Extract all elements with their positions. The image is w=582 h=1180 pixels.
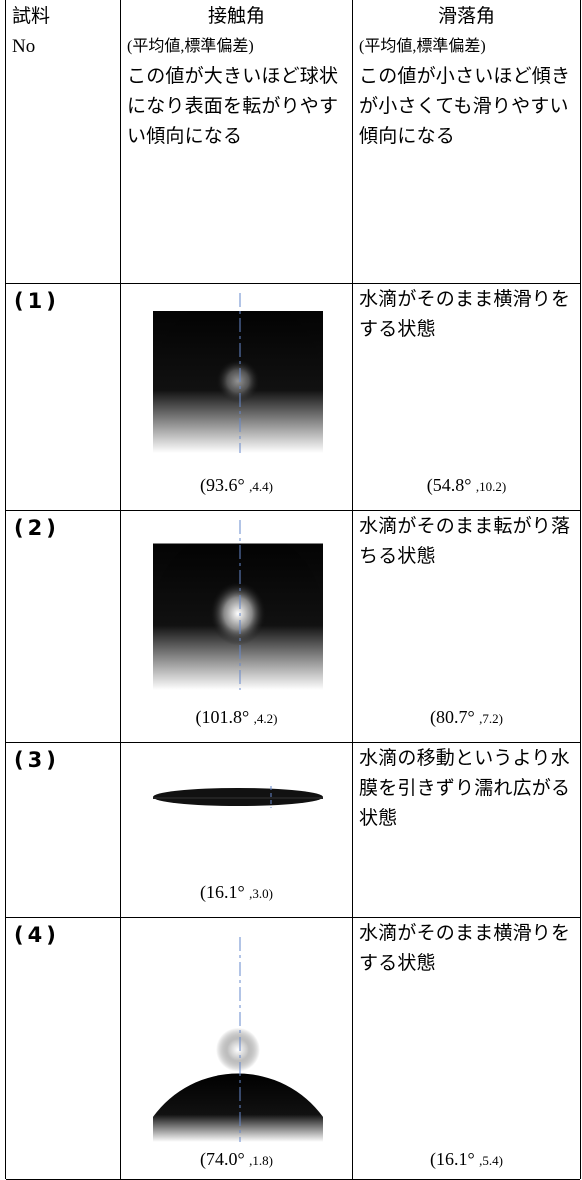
droplet-image	[153, 937, 323, 1142]
slide-desc: 水滴の移動というより水膜を引きずり濡れ広がる状態	[359, 748, 571, 829]
header-title: 滑落角	[437, 6, 495, 27]
header-desc: この値が小さいほど傾きが小さくても滑りやすい傾向になる	[359, 66, 571, 147]
contact-value: (101.8° ,4.2)	[121, 707, 352, 728]
slide-value: (16.1° ,5.4)	[353, 1149, 580, 1170]
header-row: 試料 No 接触角 (平均値,標準偏差) この値が大きいほど球状になり表面を転が…	[6, 0, 580, 284]
contact-cell: (93.6° ,4.4)	[121, 283, 353, 510]
header-title: 接触角	[207, 6, 265, 27]
contact-cell: (74.0° ,1.8)	[121, 917, 353, 1179]
contact-sd: ,1.8)	[249, 1153, 274, 1168]
droplet-image	[153, 293, 323, 453]
sample-no: (4)	[14, 923, 60, 947]
sample-no: (3)	[14, 748, 60, 772]
sample-no: (1)	[14, 289, 60, 313]
slide-cell: 水滴の移動というより水膜を引きずり濡れ広がる状態	[353, 742, 580, 917]
slide-cell: 水滴がそのまま横滑りをする状態 (54.8° ,10.2)	[353, 283, 580, 510]
droplet-image	[153, 786, 323, 808]
table: 試料 No 接触角 (平均値,標準偏差) この値が大きいほど球状になり表面を転が…	[5, 0, 581, 1180]
contact-value: (74.0° ,1.8)	[121, 1149, 352, 1170]
contact-sd: ,3.0)	[249, 886, 274, 901]
header-desc: この値が大きいほど球状になり表面を転がりやすい傾向になる	[127, 66, 339, 147]
contact-cell: (16.1° ,3.0)	[121, 742, 353, 917]
slide-cell: 水滴がそのまま転がり落ちる状態 (80.7° ,7.2)	[353, 510, 580, 742]
slide-mean: (80.7°	[429, 707, 475, 727]
contact-value: (16.1° ,3.0)	[121, 882, 352, 903]
contact-mean: (74.0°	[199, 1149, 245, 1169]
data-row: (3) (16.1° ,3.0) 水滴の移動というより水膜を引きずり濡れ広がる状態	[6, 742, 580, 918]
contact-mean: (101.8°	[195, 707, 250, 727]
droplet-image	[153, 520, 323, 690]
contact-sd: ,4.2)	[253, 711, 278, 726]
slide-sd: ,7.2)	[479, 711, 504, 726]
slide-mean: (54.8°	[426, 475, 472, 495]
no-cell: (2)	[6, 510, 121, 742]
header-text: 試料	[12, 6, 51, 27]
slide-desc: 水滴がそのまま転がり落ちる状態	[359, 516, 571, 567]
contact-cell: (101.8° ,4.2)	[121, 510, 353, 742]
slide-sd: ,10.2)	[475, 479, 507, 494]
slide-cell: 水滴がそのまま横滑りをする状態 (16.1° ,5.4)	[353, 917, 580, 1179]
data-row: (1) (93.6° ,4.4) 水滴がそのまま横滑りをする状態 (54.8° ,10…	[6, 283, 580, 511]
no-cell: (3)	[6, 742, 121, 917]
contact-sd: ,4.4)	[249, 479, 274, 494]
no-cell: (1)	[6, 283, 121, 510]
contact-mean: (16.1°	[199, 882, 245, 902]
header-cell: 試料 No	[6, 0, 121, 283]
contact-mean: (93.6°	[199, 475, 245, 495]
slide-value: (80.7° ,7.2)	[353, 707, 580, 728]
header-cell: 滑落角 (平均値,標準偏差) この値が小さいほど傾きが小さくても滑りやすい傾向に…	[353, 0, 580, 283]
header-note: (平均値,標準偏差)	[127, 38, 254, 55]
contact-value: (93.6° ,4.4)	[121, 475, 352, 496]
data-row: (2) (101.8° ,4.2) 水滴がそのまま転がり落ちる状態 (80.7° ,7…	[6, 510, 580, 743]
no-cell: (4)	[6, 917, 121, 1179]
header-text: No	[12, 36, 36, 57]
header-cell: 接触角 (平均値,標準偏差) この値が大きいほど球状になり表面を転がりやすい傾向…	[121, 0, 353, 283]
sample-no: (2)	[14, 516, 60, 540]
data-row: (4) (74.0° ,1.8) 水滴がそのまま横滑りをする状態 (16.1° ,5.…	[6, 917, 580, 1180]
slide-value: (54.8° ,10.2)	[353, 475, 580, 496]
slide-sd: ,5.4)	[479, 1153, 504, 1168]
slide-desc: 水滴がそのまま横滑りをする状態	[359, 289, 571, 340]
header-note: (平均値,標準偏差)	[359, 38, 486, 55]
slide-desc: 水滴がそのまま横滑りをする状態	[359, 923, 571, 974]
slide-mean: (16.1°	[429, 1149, 475, 1169]
